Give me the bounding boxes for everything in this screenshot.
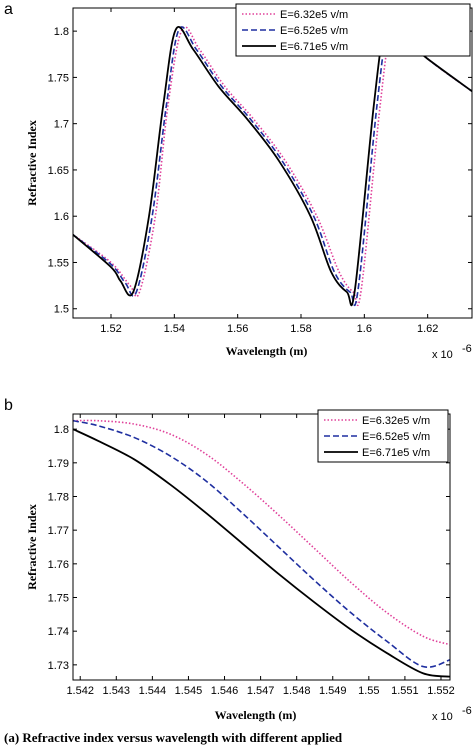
- x-tick-label: 1.543: [103, 685, 131, 697]
- series-line-1: [73, 419, 450, 646]
- y-tick-label: 1.55: [48, 257, 69, 269]
- x-tick-label: 1.544: [139, 685, 167, 697]
- x-multiplier: x 10: [432, 349, 453, 361]
- legend-entry-3: E=6.71e5 v/m: [280, 41, 348, 53]
- panel-label: b: [4, 397, 13, 414]
- x-tick-label: 1.54: [164, 323, 185, 335]
- x-tick-label: 1.542: [66, 685, 94, 697]
- y-axis-label: Refractive Index: [25, 120, 39, 206]
- x-tick-label: 1.52: [100, 323, 121, 335]
- x-tick-label: 1.545: [175, 685, 203, 697]
- legend-entry-1: E=6.32e5 v/m: [280, 9, 348, 21]
- y-tick-label: 1.76: [48, 559, 69, 571]
- y-tick-label: 1.8: [54, 26, 69, 38]
- x-multiplier: x 10: [432, 711, 453, 723]
- x-tick-label: 1.546: [211, 685, 239, 697]
- legend: E=6.32e5 v/m E=6.52e5 v/m E=6.71e5 v/m: [235, 3, 471, 57]
- series-line-2: [73, 23, 472, 307]
- x-tick-label: 1.548: [283, 685, 311, 697]
- chart-panel-a: a 1.52 1.54 1.56 1.58 1.6 1.62 1.5 1.55 1.6 1.65 1.…: [4, 1, 473, 361]
- x-tick-label: 1.6: [357, 323, 372, 335]
- legend: E=6.32e5 v/m E=6.52e5 v/m E=6.71e5 v/m: [317, 409, 449, 463]
- y-tick-label: 1.75: [48, 72, 69, 84]
- x-tick-label: 1.62: [417, 323, 438, 335]
- x-tick-label: 1.549: [319, 685, 347, 697]
- x-tick-label: 1.547: [247, 685, 275, 697]
- chart-panel-b: b 1.542 1.543 1.544 1.545 1.546 1.547 1.548 1.54…: [4, 397, 472, 723]
- series-line-2: [73, 419, 450, 668]
- x-tick-label: 1.552: [427, 685, 455, 697]
- series-line-3: [73, 428, 450, 678]
- y-tick-label: 1.7: [54, 119, 69, 131]
- y-axis-label: Refractive Index: [25, 504, 39, 590]
- x-multiplier-exponent: -6: [462, 343, 472, 355]
- y-tick-label: 1.65: [48, 165, 69, 177]
- legend-box: [317, 409, 449, 463]
- y-tick-label: 1.73: [48, 660, 69, 672]
- series-line-3: [73, 23, 472, 307]
- y-tick-label: 1.74: [48, 626, 69, 638]
- x-multiplier-exponent: -6: [462, 705, 472, 717]
- y-tick-label: 1.78: [48, 491, 69, 503]
- x-tick-label: 1.56: [227, 323, 248, 335]
- x-axis-label: Wavelength (m): [226, 344, 308, 358]
- x-tick-label: 1.58: [290, 323, 311, 335]
- x-tick-label: 1.551: [391, 685, 419, 697]
- y-tick-label: 1.6: [54, 211, 69, 223]
- y-tick-label: 1.77: [48, 525, 69, 537]
- series-line-1: [73, 23, 472, 307]
- y-tick-label: 1.8: [54, 424, 69, 436]
- y-tick-label: 1.5: [54, 304, 69, 316]
- legend-entry-2: E=6.52e5 v/m: [280, 25, 348, 37]
- legend-entry-1: E=6.32e5 v/m: [362, 415, 430, 427]
- panel-label: a: [4, 1, 13, 18]
- y-tick-label: 1.75: [48, 593, 69, 605]
- figure-caption: (a) Refractive index versus wavelength w…: [4, 730, 343, 745]
- plot-frame: [72, 413, 451, 681]
- x-tick-label: 1.55: [358, 685, 379, 697]
- legend-box: [235, 3, 471, 57]
- y-tick-label: 1.79: [48, 458, 69, 470]
- legend-entry-2: E=6.52e5 v/m: [362, 431, 430, 443]
- legend-entry-3: E=6.71e5 v/m: [362, 447, 430, 459]
- x-axis-label: Wavelength (m): [215, 708, 297, 722]
